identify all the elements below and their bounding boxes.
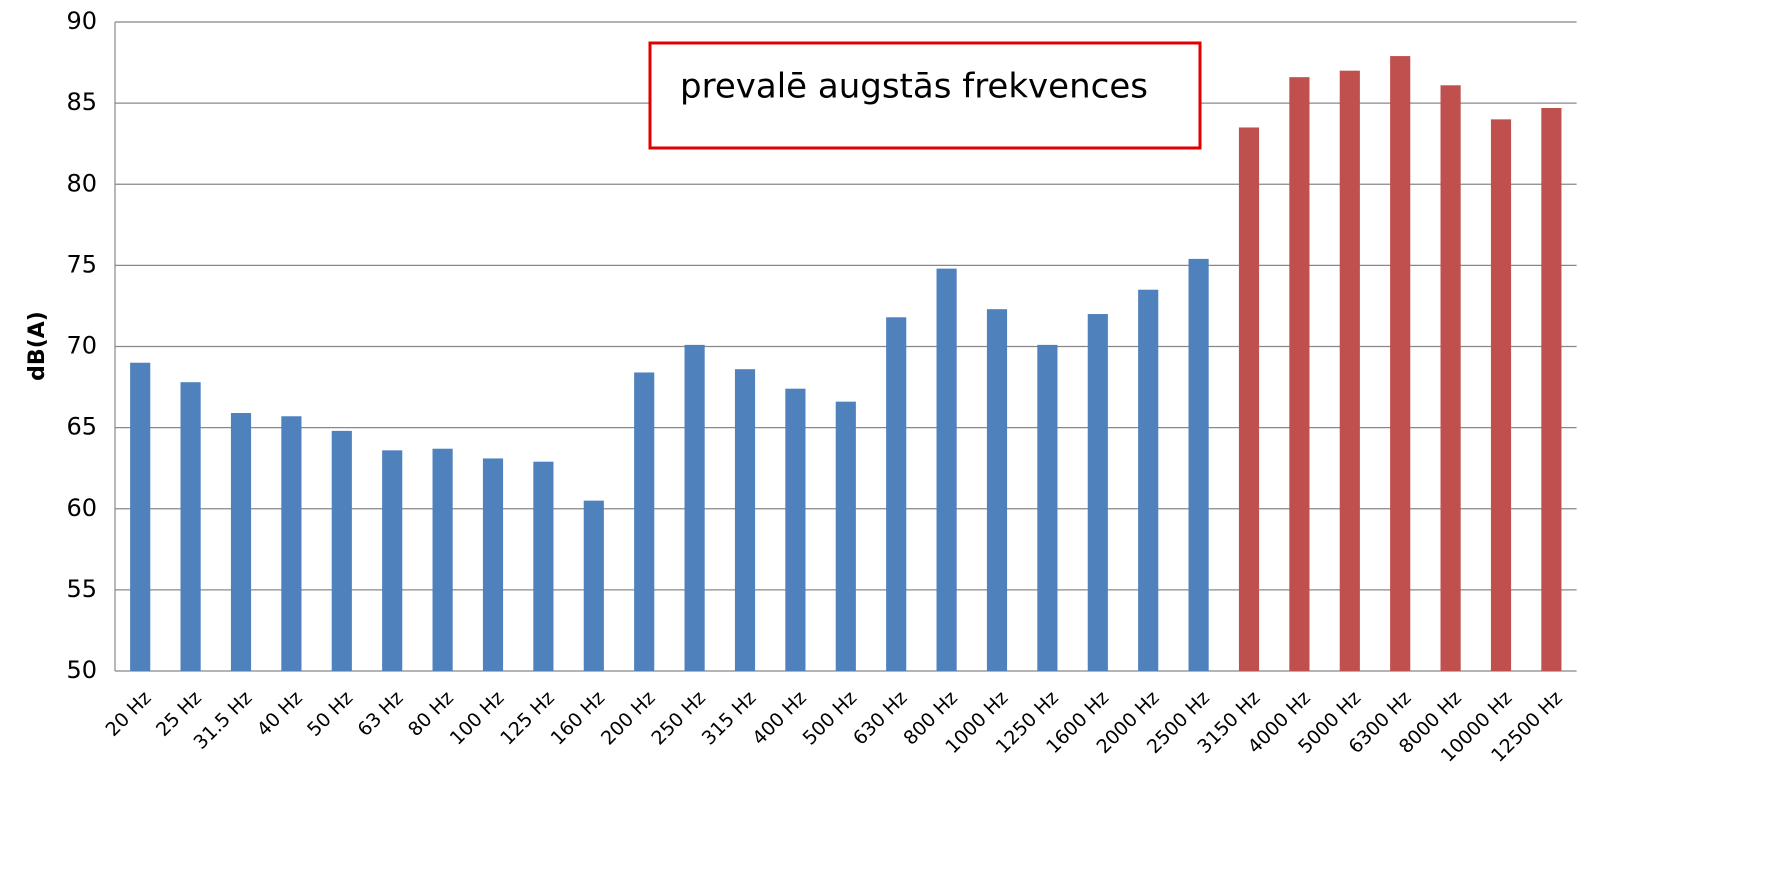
bar <box>936 268 957 671</box>
bar <box>886 317 907 671</box>
y-tick-label: 90 <box>66 7 97 35</box>
bar <box>1541 107 1562 672</box>
bar <box>785 388 806 671</box>
bar <box>482 458 504 671</box>
bar <box>1440 85 1461 672</box>
y-tick-label: 65 <box>66 413 97 441</box>
x-tick-label: 500 Hz <box>799 687 862 750</box>
bar <box>1087 314 1108 671</box>
bar <box>835 401 856 671</box>
x-tick-label: 630 Hz <box>849 687 912 750</box>
bar <box>432 448 453 671</box>
x-tick-label: 400 Hz <box>748 687 811 750</box>
y-tick-label: 70 <box>66 332 97 360</box>
y-tick-label: 85 <box>66 88 97 116</box>
bar <box>1390 56 1411 671</box>
bar <box>734 369 756 671</box>
y-tick-label: 60 <box>66 494 97 522</box>
bar <box>684 344 705 671</box>
x-tick-label: 63 Hz <box>354 687 408 741</box>
bar <box>180 382 201 671</box>
bar <box>986 309 1008 671</box>
bar <box>281 416 302 671</box>
bar <box>583 500 604 671</box>
annotation: prevalē augstās frekvences <box>680 67 1148 107</box>
bar <box>1238 127 1260 671</box>
x-tick-label: 200 Hz <box>597 687 660 750</box>
bar <box>331 430 352 671</box>
bar <box>533 461 554 671</box>
x-tick-label: 160 Hz <box>547 687 610 750</box>
x-tick-label: 250 Hz <box>647 687 710 750</box>
x-tick-label: 100 Hz <box>446 687 509 750</box>
bar <box>1490 119 1512 672</box>
annotation-box <box>648 41 1202 150</box>
bar <box>634 372 655 671</box>
bar <box>1188 258 1209 671</box>
bar <box>1339 70 1360 672</box>
x-tick-label: 20 Hz <box>102 687 156 741</box>
bar <box>130 362 151 671</box>
x-tick-label: 40 Hz <box>253 687 307 741</box>
x-tick-label: 125 Hz <box>496 687 559 750</box>
bar <box>1037 344 1058 671</box>
x-tick-label: 315 Hz <box>698 687 761 750</box>
x-tick-label: 50 Hz <box>303 687 357 741</box>
y-tick-label: 75 <box>66 250 97 278</box>
y-axis-label: dB(A) <box>25 311 50 381</box>
y-tick-label: 50 <box>66 656 97 684</box>
y-tick-label: 80 <box>66 169 97 197</box>
bar <box>1138 289 1159 671</box>
bar <box>382 450 403 671</box>
bar <box>1289 77 1310 672</box>
y-tick-label: 55 <box>66 575 97 603</box>
bar <box>230 413 252 671</box>
